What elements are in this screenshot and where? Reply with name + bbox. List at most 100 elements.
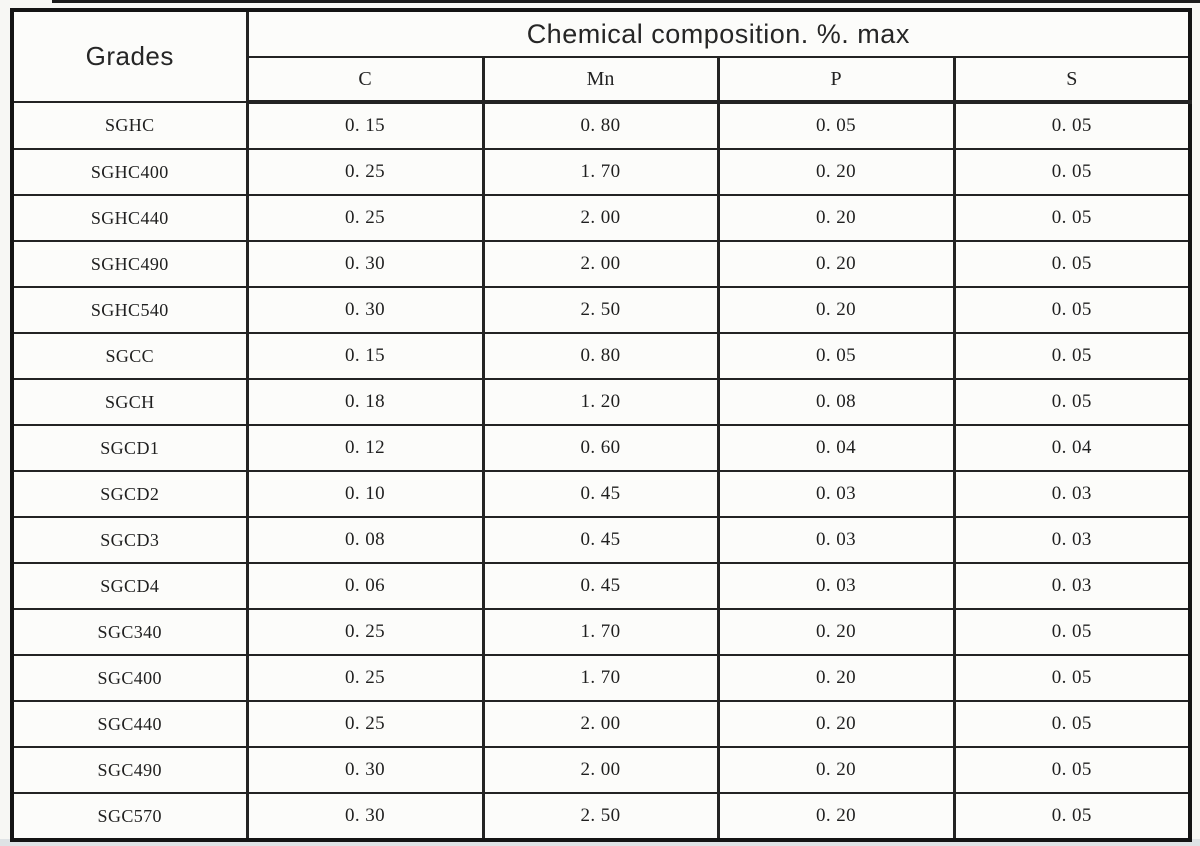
grade-cell: SGC570 [10,792,249,841]
value-cell-c: 0. 25 [245,194,485,242]
value-cell-c: 0. 30 [245,792,485,841]
value-cell-p: 0. 20 [716,148,956,196]
value-cell-c: 0. 30 [245,286,485,334]
value-cell-p: 0. 08 [716,378,956,426]
value-cell-p: 0. 20 [716,746,956,794]
value-cell-mn: 2. 50 [481,286,720,334]
value-cell-p: 0. 03 [716,470,956,518]
value-cell-c: 0. 12 [245,424,485,472]
value-cell-p: 0. 20 [716,700,956,748]
value-cell-c: 0. 18 [245,378,485,426]
grade-cell: SGC400 [10,654,249,702]
value-cell-s: 0. 05 [952,194,1192,242]
value-cell-s: 0. 05 [952,240,1192,288]
value-cell-c: 0. 30 [245,240,485,288]
table-row: SGC490 0. 30 2. 00 0. 20 0. 05 [10,746,1192,794]
table-body: SGHC 0. 15 0. 80 0. 05 0. 05 SGHC400 0. … [10,101,1192,841]
grade-cell: SGHC540 [10,286,249,334]
table-row: SGCD2 0. 10 0. 45 0. 03 0. 03 [10,470,1192,518]
value-cell-p: 0. 05 [716,101,956,150]
value-cell-p: 0. 20 [716,286,956,334]
table-row: SGHC440 0. 25 2. 00 0. 20 0. 05 [10,194,1192,242]
grade-cell: SGHC440 [10,194,249,242]
value-cell-s: 0. 05 [952,654,1192,702]
value-cell-c: 0. 30 [245,746,485,794]
table-row: SGHC490 0. 30 2. 00 0. 20 0. 05 [10,240,1192,288]
value-cell-c: 0. 06 [245,562,485,610]
value-cell-s: 0. 05 [952,792,1192,841]
value-cell-s: 0. 03 [952,562,1192,610]
value-cell-c: 0. 15 [245,332,485,380]
value-cell-p: 0. 03 [716,562,956,610]
value-cell-c: 0. 25 [245,654,485,702]
table-row: SGCD3 0. 08 0. 45 0. 03 0. 03 [10,516,1192,564]
value-cell-mn: 1. 70 [481,654,720,702]
value-cell-mn: 1. 20 [481,378,720,426]
value-cell-c: 0. 08 [245,516,485,564]
value-cell-s: 0. 05 [952,700,1192,748]
table-row: SGC340 0. 25 1. 70 0. 20 0. 05 [10,608,1192,656]
table-row: SGC400 0. 25 1. 70 0. 20 0. 05 [10,654,1192,702]
value-cell-mn: 0. 80 [481,101,720,150]
value-cell-s: 0. 05 [952,608,1192,656]
grade-cell: SGHC490 [10,240,249,288]
value-cell-mn: 2. 50 [481,792,720,841]
table-row: SGCD1 0. 12 0. 60 0. 04 0. 04 [10,424,1192,472]
grade-cell: SGCD4 [10,562,249,610]
value-cell-mn: 0. 60 [481,424,720,472]
grade-cell: SGHC400 [10,148,249,196]
composition-group-header: Chemical composition. %. max [245,9,1192,58]
grade-cell: SGCD3 [10,516,249,564]
value-cell-s: 0. 05 [952,101,1192,150]
value-cell-p: 0. 20 [716,792,956,841]
column-header-s: S [952,56,1192,104]
value-cell-p: 0. 20 [716,240,956,288]
value-cell-mn: 2. 00 [481,194,720,242]
grade-cell: SGCD2 [10,470,249,518]
value-cell-mn: 2. 00 [481,240,720,288]
value-cell-s: 0. 05 [952,378,1192,426]
grades-column-header: Grades [10,9,249,103]
table-row: SGCD4 0. 06 0. 45 0. 03 0. 03 [10,562,1192,610]
table-row: SGCC 0. 15 0. 80 0. 05 0. 05 [10,332,1192,380]
value-cell-s: 0. 04 [952,424,1192,472]
table-row: SGHC540 0. 30 2. 50 0. 20 0. 05 [10,286,1192,334]
column-header-p: P [716,56,956,104]
value-cell-p: 0. 03 [716,516,956,564]
value-cell-p: 0. 20 [716,608,956,656]
value-cell-mn: 2. 00 [481,700,720,748]
value-cell-p: 0. 20 [716,654,956,702]
value-cell-p: 0. 04 [716,424,956,472]
value-cell-mn: 0. 45 [481,470,720,518]
grade-cell: SGCC [10,332,249,380]
value-cell-c: 0. 25 [245,148,485,196]
value-cell-c: 0. 25 [245,700,485,748]
value-cell-p: 0. 20 [716,194,956,242]
value-cell-mn: 0. 80 [481,332,720,380]
value-cell-s: 0. 05 [952,746,1192,794]
value-cell-mn: 0. 45 [481,516,720,564]
value-cell-s: 0. 03 [952,470,1192,518]
value-cell-s: 0. 05 [952,332,1192,380]
column-header-mn: Mn [481,56,720,104]
value-cell-s: 0. 05 [952,286,1192,334]
value-cell-mn: 1. 70 [481,608,720,656]
value-cell-mn: 0. 45 [481,562,720,610]
column-header-c: C [245,56,485,104]
table-header-row-top: Grades Chemical composition. %. max [10,9,1192,103]
value-cell-c: 0. 15 [245,101,485,150]
scan-artifact-bottom-strip [0,839,1200,846]
scan-artifact-top-line [52,0,1200,3]
table-row: SGCH 0. 18 1. 20 0. 08 0. 05 [10,378,1192,426]
chemical-composition-table: Grades Chemical composition. %. max C Mn… [10,8,1193,842]
value-cell-c: 0. 25 [245,608,485,656]
value-cell-s: 0. 05 [952,148,1192,196]
table-row: SGC570 0. 30 2. 50 0. 20 0. 05 [10,792,1192,841]
value-cell-mn: 1. 70 [481,148,720,196]
grade-cell: SGCH [10,378,249,426]
grade-cell: SGC440 [10,700,249,748]
table-header-row-elements: C Mn P S [12,56,1192,104]
table-row: SGC440 0. 25 2. 00 0. 20 0. 05 [10,700,1192,748]
value-cell-mn: 2. 00 [481,746,720,794]
table-row: SGHC400 0. 25 1. 70 0. 20 0. 05 [10,148,1192,196]
